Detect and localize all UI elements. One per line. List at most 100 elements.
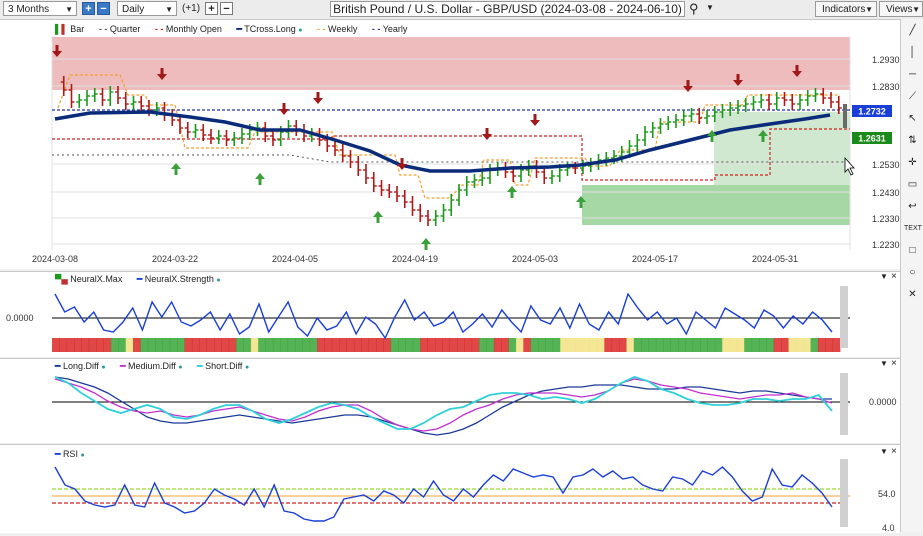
buy-arrow-icon [758, 130, 768, 142]
price-tag-green [852, 132, 892, 144]
price-legend: ▌▌ Bar - - Quarter - - Monthly Open ━ TC… [55, 24, 419, 35]
line-tool-icon[interactable]: ╱ [909, 25, 916, 36]
views-label: Views [886, 4, 913, 15]
panel-collapse-icon[interactable]: ▼ [880, 272, 888, 281]
neuralx-max-band [758, 338, 767, 352]
legend-tcross-long[interactable]: ━ TCross.Long ● [236, 24, 303, 34]
sell-arrow-icon [157, 68, 167, 80]
circle-icon[interactable]: ○ [909, 267, 916, 278]
neuralx-max-band [103, 338, 112, 352]
legend-monthly-open[interactable]: - - Monthly Open [154, 24, 222, 34]
neuralx-max-band [118, 338, 127, 352]
long-diff-line [54, 376, 832, 436]
search-icon[interactable]: ⚲ [689, 1, 699, 16]
x-tick: 2024-03-22 [152, 254, 198, 264]
neuralx-panel[interactable]: 0.0000 ▀▄ NeuralX.Max ━ NeuralX.Strength… [0, 271, 900, 357]
legend-neuralx-strength[interactable]: ━ NeuralX.Strength ● [136, 274, 221, 284]
neuralx-max-band [199, 338, 208, 352]
buy-arrow-icon [507, 186, 517, 198]
neuralx-max-band [324, 338, 333, 352]
rsi-panel[interactable]: 54.0 4.0 ━ RSI ● ▼ × [0, 444, 900, 533]
neuralx-max-band [633, 338, 642, 352]
neuralx-max-band [295, 338, 303, 352]
legend-medium-diff[interactable]: ━ Medium.Diff ● [120, 361, 183, 371]
period-value: 3 Months [8, 4, 50, 15]
rsi-level-label: 54.0 [878, 489, 896, 499]
neuralx-max-band [729, 338, 738, 352]
neuralx-max-band [265, 338, 274, 352]
y-tick: 1.2830 [872, 82, 900, 92]
legend-quarter[interactable]: - - Quarter [98, 24, 141, 34]
legend-weekly[interactable]: - - Weekly [317, 24, 358, 34]
neuralx-max-band [538, 338, 546, 352]
interval-value: Daily [122, 4, 145, 15]
close-icon[interactable]: ✕ [908, 289, 917, 300]
price-panel[interactable]: 1.2732 1.2631 1.2930 1.2830 1.2530 1.243… [0, 20, 900, 269]
rsi-legend: ━ RSI ● [55, 449, 97, 460]
neuralx-max-band [74, 338, 82, 352]
legend-bar[interactable]: ▌▌ Bar [55, 24, 85, 34]
symbol-title[interactable]: British Pound / U.S. Dollar - GBP/USD (2… [330, 1, 685, 17]
sell-arrow-icon [279, 103, 289, 115]
period-dropdown[interactable]: 3 Months ▼ [3, 1, 77, 16]
close-icon[interactable]: × [891, 271, 897, 282]
sell-arrow-icon [733, 74, 743, 86]
neuralx-max-band [788, 338, 797, 352]
panel-collapse-icon[interactable]: ▼ [880, 359, 888, 368]
neuralx-max-band [376, 338, 384, 352]
vertical-line-icon[interactable]: │ [909, 47, 916, 58]
legend-short-diff[interactable]: ━ Short.Diff ● [197, 361, 250, 371]
neuralx-max-band [567, 338, 576, 352]
price-chart: 1.2732 1.2631 1.2930 1.2830 1.2530 1.243… [32, 37, 900, 264]
panel-collapse-icon[interactable]: ▼ [880, 447, 888, 456]
chevron-down-icon[interactable]: ▼ [706, 3, 714, 12]
offset-minus-button[interactable]: − [220, 2, 233, 15]
zero-label: 0.0000 [6, 313, 34, 323]
close-icon[interactable]: × [891, 358, 897, 369]
neuralx-max-band [361, 338, 370, 352]
neuralx-max-band [81, 338, 90, 352]
arrow-icon[interactable]: ↩ [908, 201, 917, 212]
legend-neuralx-max[interactable]: ▀▄ NeuralX.Max [55, 274, 123, 284]
rectangle-icon[interactable]: □ [909, 245, 916, 256]
crosshair-icon[interactable]: ✛ [908, 157, 917, 168]
neuralx-max-band [442, 338, 451, 352]
cursor-icon[interactable]: ↖ [908, 113, 917, 124]
views-button[interactable]: Views ▼ [879, 1, 923, 17]
neuralx-max-band [353, 338, 362, 352]
close-icon[interactable]: × [891, 446, 897, 457]
drawing-toolbar: ╱ │ ─ ⟋ ↖ ⇅ ✛ ▭ ↩ TEXT □ ○ ✕ [900, 19, 923, 532]
interval-dropdown[interactable]: Daily ▼ [117, 1, 177, 16]
buy-arrow-icon [576, 196, 586, 208]
legend-rsi[interactable]: ━ RSI ● [55, 449, 85, 459]
fib-icon[interactable]: ⇅ [908, 135, 917, 146]
neuralx-max-band [508, 338, 517, 352]
buy-arrow-icon [421, 238, 431, 250]
indicators-label: Indicators [822, 4, 866, 15]
neuralx-max-band [626, 338, 635, 352]
weekly-line [57, 74, 840, 199]
neuralx-max-band [133, 338, 141, 352]
zoom-in-button[interactable]: + [82, 2, 95, 15]
offset-plus-button[interactable]: + [205, 2, 218, 15]
neuralx-max-band [493, 338, 502, 352]
zoom-out-button[interactable]: − [97, 2, 110, 15]
short-diff-line [54, 376, 833, 430]
neuralx-max-band [619, 338, 627, 352]
neuralx-max-band [427, 338, 436, 352]
scrollbar[interactable] [840, 373, 848, 435]
zero-label: 0.0000 [869, 397, 897, 407]
scroll-handle[interactable] [843, 104, 847, 128]
speech-icon[interactable]: ▭ [907, 179, 918, 190]
diff-panel[interactable]: 0.0000 ━ Long.Diff ● ━ Medium.Diff ● ━ S… [0, 358, 900, 443]
horizontal-line-icon[interactable]: ─ [908, 69, 917, 80]
text-icon[interactable]: TEXT [904, 225, 922, 232]
ray-icon[interactable]: ⟋ [909, 91, 916, 102]
legend-long-diff[interactable]: ━ Long.Diff ● [55, 361, 106, 371]
legend-yearly[interactable]: - - Yearly [371, 24, 408, 34]
scrollbar[interactable] [840, 286, 848, 348]
indicators-button[interactable]: Indicators ▼ [815, 1, 877, 17]
neuralx-max-band [184, 338, 193, 352]
neuralx-max-band [486, 338, 495, 352]
scrollbar[interactable] [840, 459, 848, 527]
